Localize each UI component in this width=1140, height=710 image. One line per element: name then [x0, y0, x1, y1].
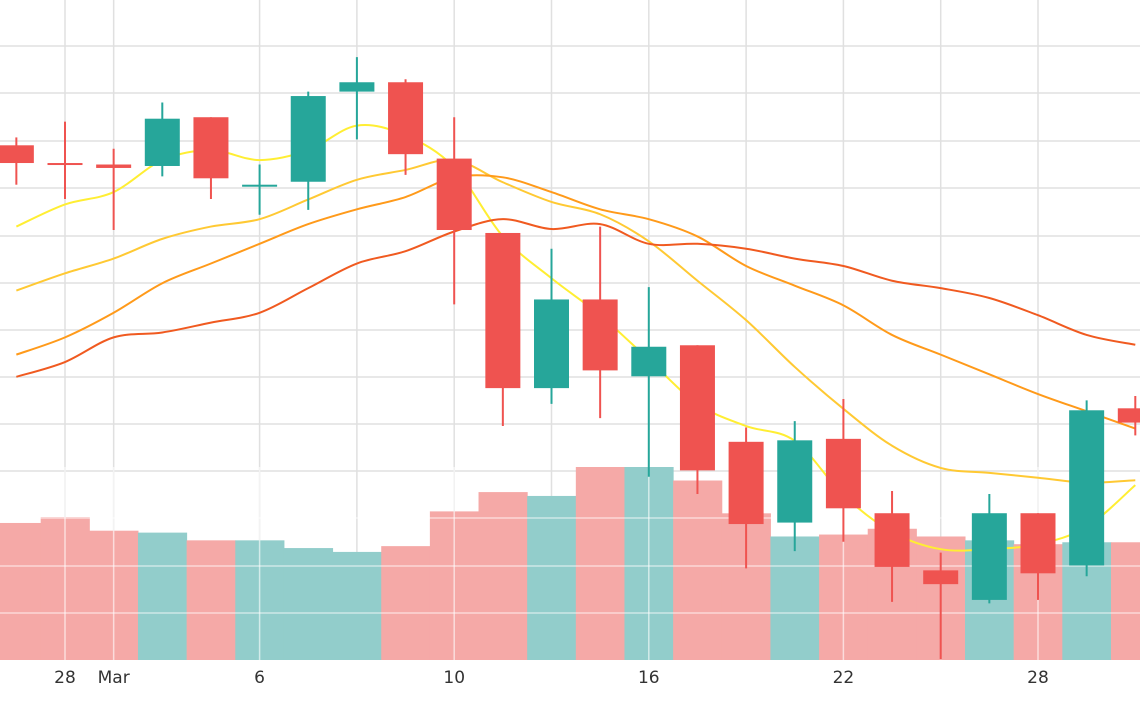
- x-tick-label: 28: [54, 668, 76, 688]
- candle: [242, 164, 278, 215]
- volume-bar: [283, 548, 334, 660]
- candle: [339, 57, 375, 140]
- volume-bar: [0, 522, 42, 660]
- candle-body: [1069, 410, 1105, 566]
- volume-bar: [332, 551, 382, 660]
- candle: [436, 117, 472, 305]
- candle-body: [874, 513, 910, 567]
- candle-body: [144, 118, 180, 166]
- volume-bar: [1110, 542, 1140, 660]
- moving-average-line: [16, 158, 1136, 484]
- volume-bar: [770, 536, 820, 660]
- candle-body: [96, 164, 132, 168]
- volume-bar: [478, 492, 528, 660]
- candle-body: [923, 570, 959, 585]
- x-tick-label: 10: [443, 668, 465, 688]
- candle-body: [485, 232, 521, 389]
- x-tick-label: Mar: [98, 668, 130, 688]
- moving-average-line: [16, 174, 1136, 430]
- candle: [290, 91, 326, 210]
- x-tick-label: 28: [1027, 668, 1049, 688]
- candle: [534, 248, 569, 404]
- volume-bar: [575, 467, 625, 660]
- candle-body: [631, 346, 667, 377]
- candle: [631, 287, 667, 477]
- candle-body: [436, 158, 472, 231]
- candle-body: [290, 96, 326, 182]
- x-tick-label: 16: [638, 668, 660, 688]
- candle-body: [193, 117, 229, 179]
- candle-body: [971, 513, 1007, 600]
- candle: [825, 398, 861, 542]
- candle-body: [777, 440, 813, 523]
- candle-body: [1117, 408, 1140, 423]
- volume-bar: [673, 480, 723, 660]
- candle: [485, 232, 521, 427]
- volume-grid: [0, 467, 1140, 660]
- candle-body: [388, 82, 424, 155]
- candle: [0, 137, 34, 185]
- candle-body: [47, 163, 83, 166]
- candle-body: [339, 82, 375, 92]
- candle-body: [242, 184, 278, 187]
- price-grid: [0, 45, 1140, 472]
- candle: [923, 552, 959, 660]
- candle: [96, 148, 132, 231]
- candle: [47, 121, 83, 199]
- candle-body: [1020, 513, 1056, 574]
- candle: [1069, 400, 1105, 577]
- candle: [193, 117, 229, 199]
- x-axis-ticks: 28 Mar 6 10 16 22 28: [54, 668, 1049, 688]
- candle-body: [728, 441, 764, 525]
- candle: [144, 102, 180, 177]
- volume-bar: [381, 546, 431, 660]
- candle-body: [0, 145, 34, 164]
- candle: [582, 226, 618, 419]
- x-tick-label: 22: [833, 668, 855, 688]
- candle: [874, 491, 910, 602]
- candle: [971, 494, 1007, 604]
- candle: [728, 427, 764, 569]
- candle-body: [825, 438, 861, 509]
- candle: [388, 79, 424, 175]
- candle: [679, 345, 715, 495]
- volume-bar: [527, 495, 577, 660]
- candles: [0, 57, 1140, 660]
- x-tick-label: 6: [254, 668, 265, 688]
- candle-body: [534, 299, 569, 389]
- volume-bar: [137, 532, 188, 660]
- candle-body: [679, 345, 715, 471]
- candle: [1020, 513, 1056, 600]
- volume-bar: [186, 540, 236, 660]
- moving-average-line: [16, 218, 1136, 378]
- candle: [777, 421, 813, 552]
- candle: [1117, 396, 1140, 436]
- candle-body: [582, 299, 618, 371]
